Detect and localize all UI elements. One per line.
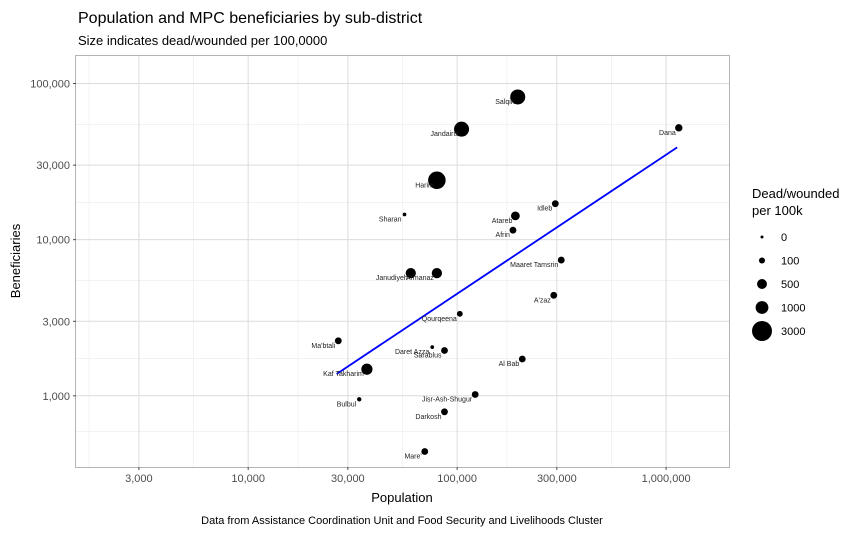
y-tick-label: 30,000 [36, 160, 70, 172]
y-tick-label: 10,000 [36, 235, 70, 247]
point-label: Afrin [496, 232, 511, 239]
point-label: Sarablus [414, 353, 442, 360]
data-point [431, 268, 443, 279]
point-label: Atareb [492, 218, 513, 225]
point-label: Bulbul [337, 401, 357, 408]
legend-title-line-2: per 100k [752, 203, 803, 218]
legend-key [757, 279, 767, 289]
trend-layer [336, 146, 678, 375]
point-label: Janudiyeh [376, 275, 408, 282]
data-point [510, 89, 526, 105]
trend-line [336, 146, 678, 375]
data-point [456, 310, 463, 317]
size-legend: Dead/wounded per 100k 0 100 500 1000 3000 [752, 186, 839, 341]
point-label: Jandairis [431, 131, 460, 138]
point-label: Idleb [537, 206, 552, 213]
data-point [441, 347, 448, 354]
legend-label: 1000 [781, 303, 805, 315]
y-axis-title: Beneficiaries [8, 223, 23, 298]
legend-label: 100 [781, 256, 799, 268]
point-label: Salqin [495, 99, 515, 106]
y-tick-label: 100,000 [30, 78, 70, 90]
x-tick-label: 100,000 [437, 473, 477, 485]
legend-key [755, 301, 769, 314]
minor-gridlines [76, 56, 729, 467]
legend-key [758, 257, 766, 264]
y-axis-ticks: 1,000 3,000 10,000 30,000 100,000 [30, 78, 76, 403]
point-label: Armanaz [406, 275, 435, 282]
point-label: Dana [659, 130, 676, 137]
x-tick-label: 30,000 [331, 473, 365, 485]
point-label: Al Bab [499, 361, 520, 368]
data-point [509, 226, 517, 234]
point-label: Kaf Takharim [323, 371, 364, 378]
x-tick-label: 3,000 [125, 473, 153, 485]
data-point [454, 121, 470, 137]
data-point [361, 363, 373, 375]
legend-label: 500 [781, 279, 799, 291]
legend-label: 0 [781, 232, 787, 244]
data-point [675, 124, 683, 132]
point-label: Harim [415, 182, 434, 189]
point-label: Darkosh [415, 414, 441, 421]
legend-title-line-1: Dead/wounded [752, 186, 839, 201]
data-point [557, 256, 565, 264]
data-point [402, 212, 407, 217]
x-tick-label: 300,000 [537, 473, 577, 485]
point-label: A'zaz [534, 297, 551, 304]
data-point [550, 291, 558, 299]
x-tick-label: 1,000,000 [642, 473, 691, 485]
point-label: Daret Azza [395, 349, 429, 356]
y-tick-label: 3,000 [42, 316, 70, 328]
chart-caption: Data from Assistance Coordination Unit a… [201, 515, 603, 527]
data-point [430, 345, 435, 349]
legend-entries: 0 100 500 1000 3000 [752, 232, 805, 341]
legend-label: 3000 [781, 326, 805, 338]
chart-title: Population and MPC beneficiaries by sub-… [78, 10, 423, 27]
major-gridlines [76, 56, 729, 467]
data-point [357, 397, 362, 402]
point-label: Mare' [404, 453, 421, 460]
point-labels-layer: Salqin Jandairis Dana Harim Idleb Sharan Atare… [311, 99, 675, 461]
point-label: Jisr-Ash-Shugur [422, 396, 473, 403]
point-label: Ma'btali [311, 343, 335, 350]
data-point [428, 171, 446, 190]
x-tick-label: 10,000 [231, 473, 265, 485]
point-label: Maaret Tamsrin [510, 262, 558, 269]
point-label: Qourqeena [422, 316, 457, 323]
chart-subtitle: Size indicates dead/wounded per 100,0000 [78, 33, 327, 48]
data-point [551, 200, 559, 208]
data-point [441, 408, 448, 416]
legend-key [752, 321, 772, 341]
data-point [334, 337, 342, 345]
data-point [471, 391, 479, 398]
points-layer [334, 89, 683, 455]
x-axis-ticks: 3,000 10,000 30,000 100,000 300,000 1,000,000 [125, 467, 691, 485]
data-point [518, 355, 526, 363]
data-point [510, 211, 520, 221]
x-axis-title: Population [371, 490, 432, 505]
legend-key [760, 235, 764, 239]
y-tick-label: 1,000 [42, 391, 70, 403]
point-label: Sharan [379, 216, 402, 223]
data-point [421, 448, 429, 455]
data-point [405, 268, 416, 279]
